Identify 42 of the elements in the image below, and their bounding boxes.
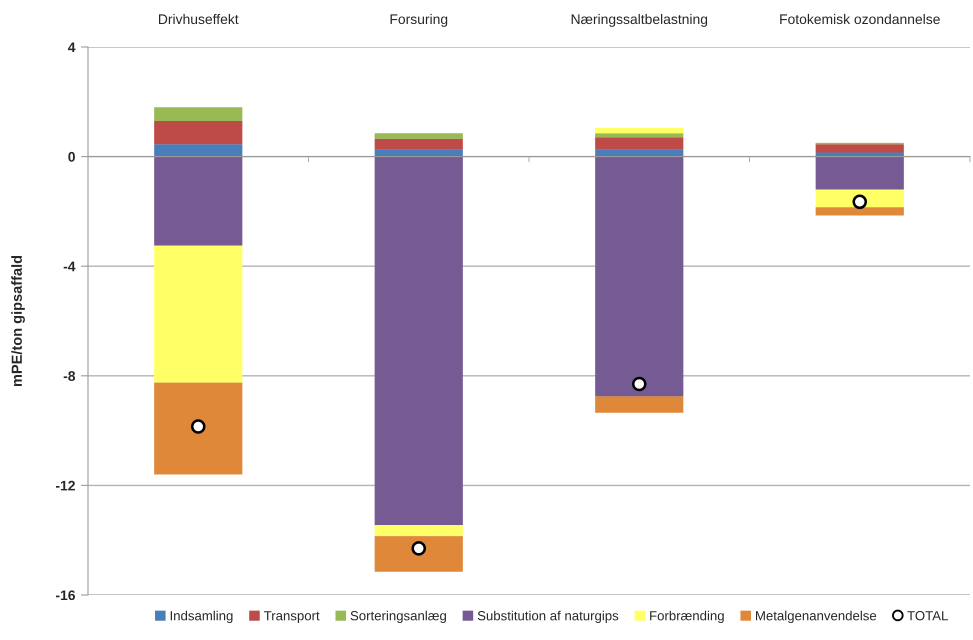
bar (154, 246, 242, 383)
x-tick-label: Næringssaltbelastning (572, 14, 708, 27)
y-tick-label: -12 (56, 480, 75, 490)
legend-label: Sorteringsanlæg (350, 610, 446, 624)
x-tick-label: Forsuring (390, 14, 448, 27)
y-tick-label: 4 (68, 42, 76, 52)
y-tick-label: -4 (64, 262, 76, 272)
y-axis-title: mPE/ton gipsaffald (11, 256, 25, 386)
y-tick-label: 0 (68, 152, 75, 162)
bar (374, 525, 463, 536)
point (852, 194, 868, 210)
bar (816, 144, 904, 152)
bar (154, 144, 242, 157)
bar (374, 156, 463, 526)
point (632, 376, 647, 392)
bar (595, 156, 684, 396)
bar (595, 137, 684, 150)
x-tick-label: Fotokemisk ozondannelse (780, 14, 940, 24)
bar (595, 128, 684, 134)
legend-label: Forbrænding (650, 610, 724, 624)
point (190, 419, 206, 434)
legend-label: Metalgenanvendelse (756, 610, 876, 624)
bar (154, 156, 242, 246)
legend-label: Substitution af naturgips (478, 610, 618, 624)
y-tick-label: -8 (64, 371, 76, 381)
bar (595, 396, 684, 413)
bar (816, 189, 904, 208)
bar (816, 207, 904, 216)
bar (154, 120, 242, 144)
bar (374, 133, 463, 139)
point (411, 541, 426, 556)
bar (595, 133, 684, 138)
legend-label: Indsamling (170, 610, 232, 624)
bar (154, 382, 242, 474)
legend-label: TOTAL (907, 611, 948, 620)
bar (374, 536, 463, 572)
legend-label: Transport (264, 611, 320, 624)
y-tick-label: -16 (56, 590, 75, 600)
bar (374, 138, 463, 150)
bar (154, 107, 242, 121)
x-tick-label: Drivhuseffekt (158, 14, 239, 24)
bar (816, 156, 904, 190)
